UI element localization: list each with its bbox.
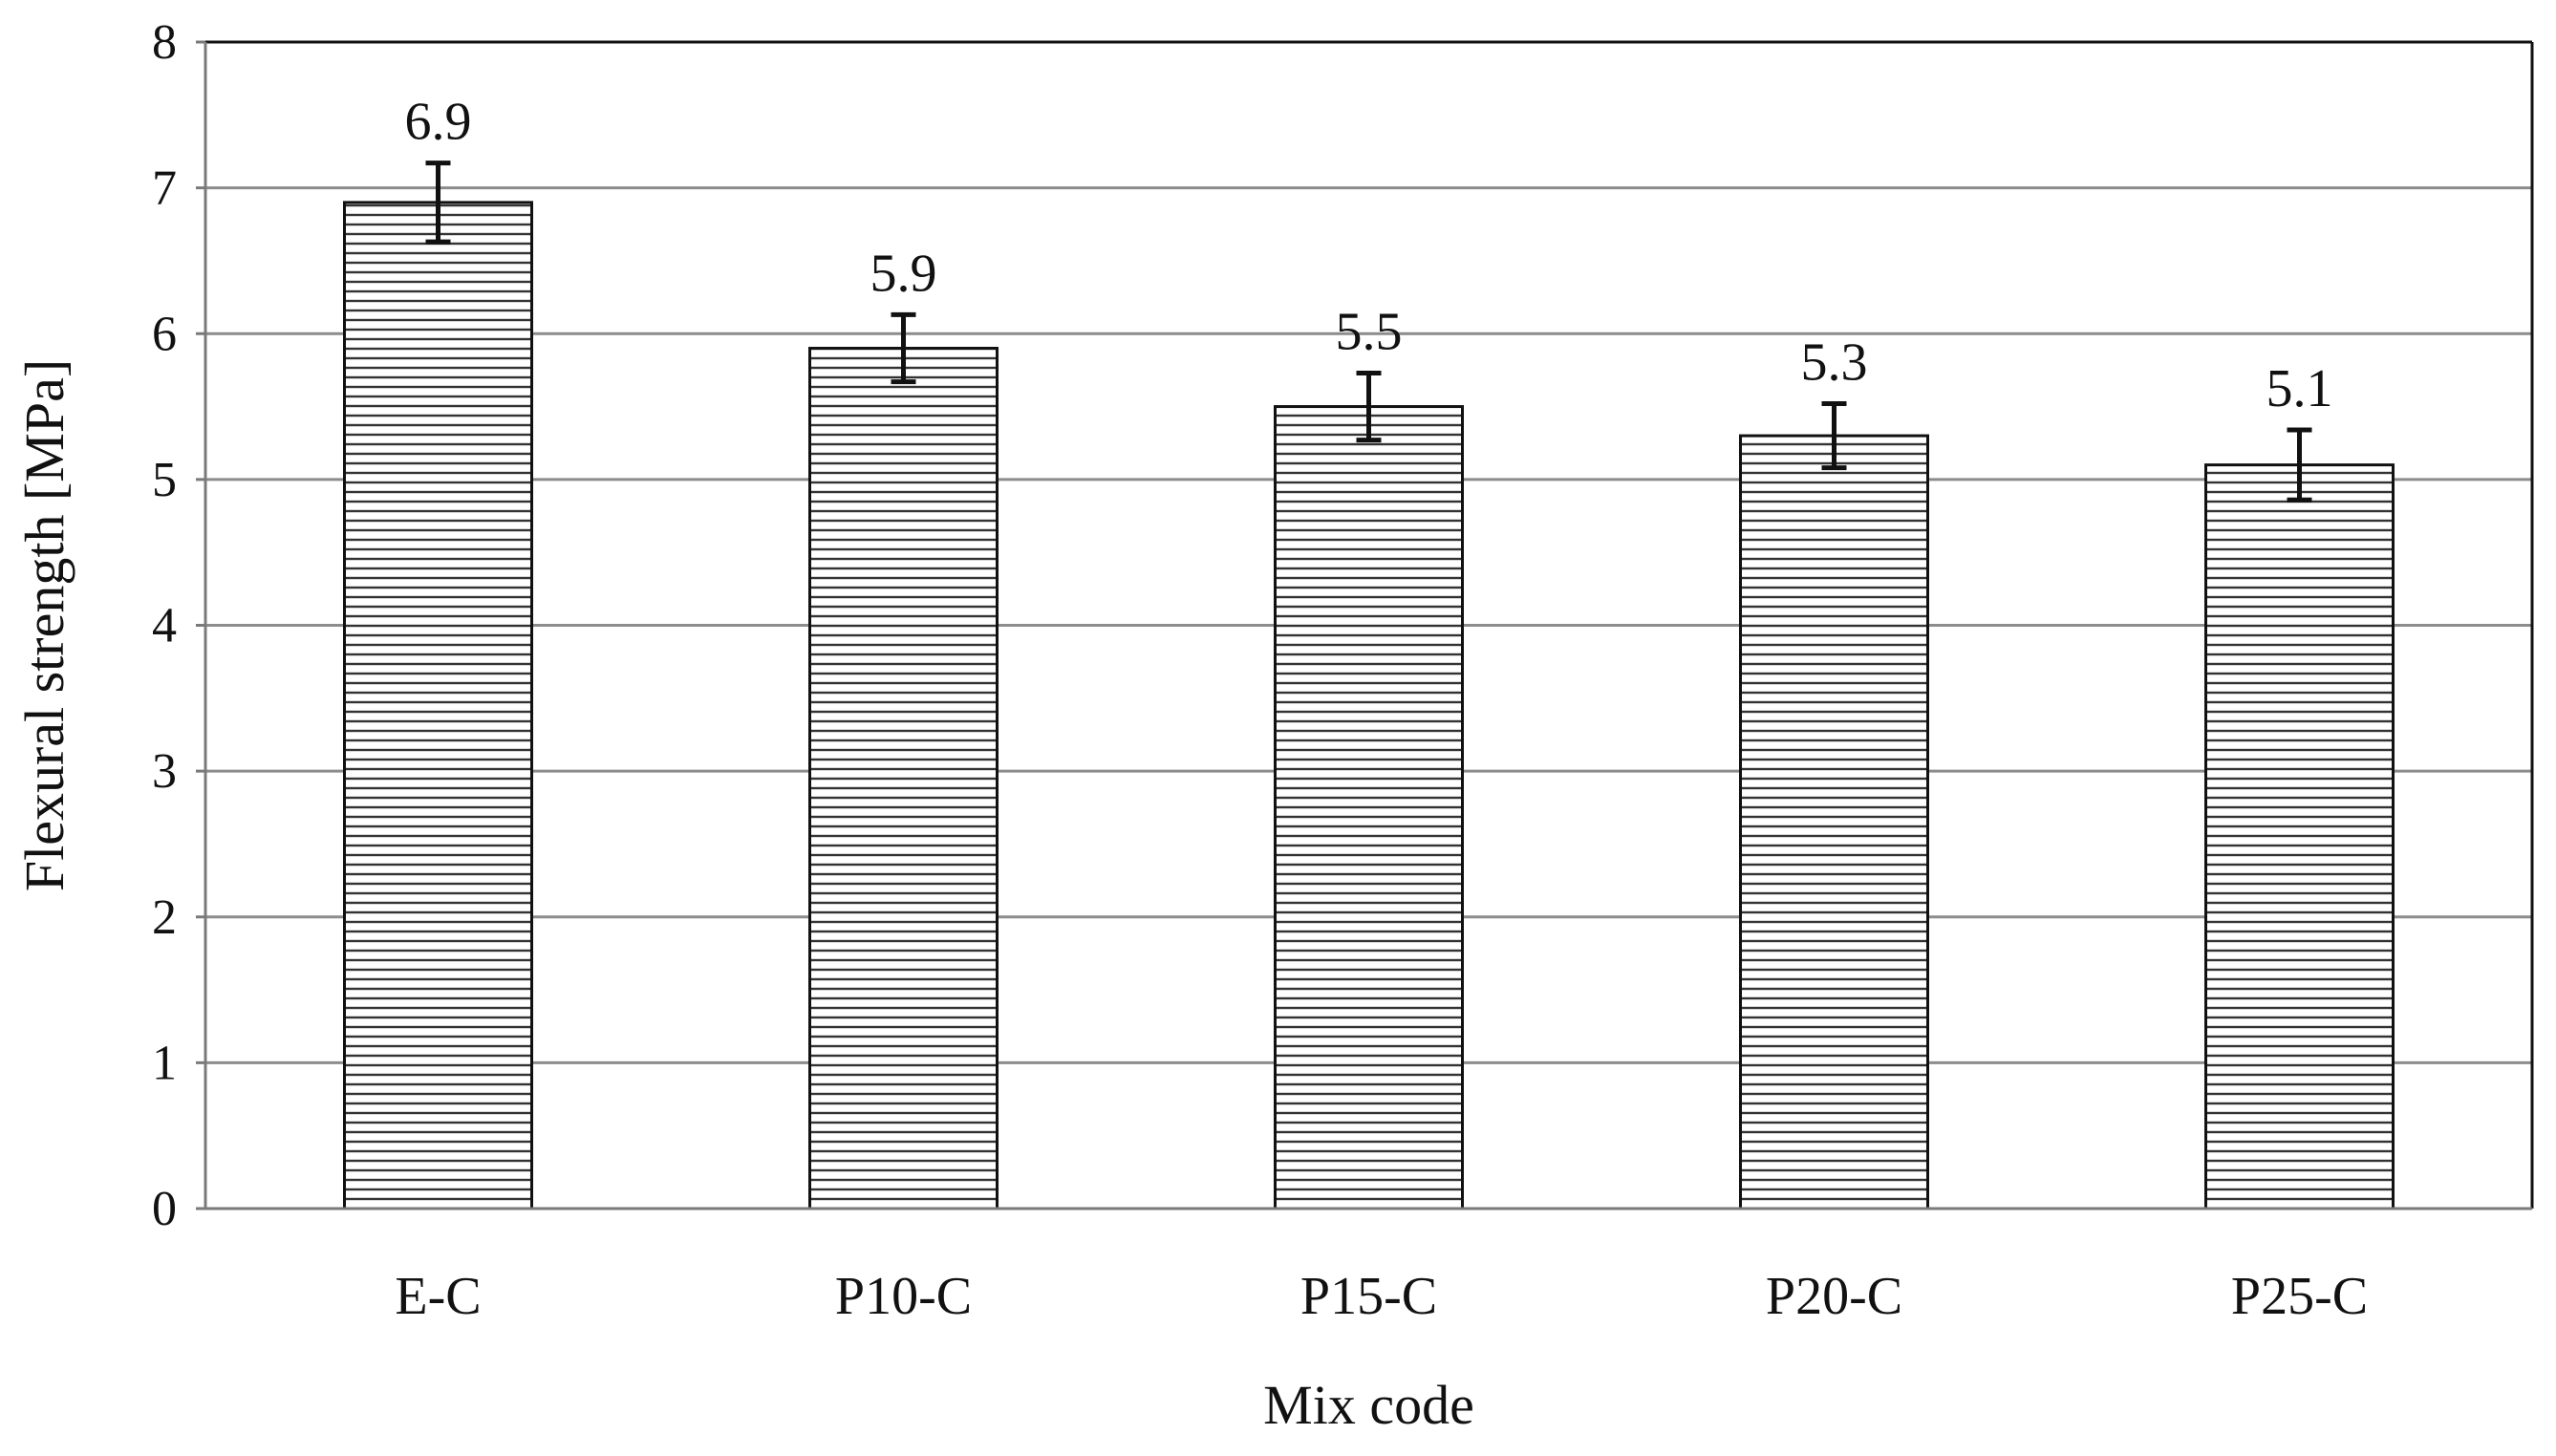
x-tick-label: P10-C	[835, 1267, 972, 1326]
y-tick-label: 7	[152, 161, 177, 216]
bar-p10-c	[808, 347, 999, 1210]
x-tick-label: P25-C	[2231, 1267, 2368, 1326]
data-label: 5.1	[2266, 359, 2333, 418]
labels: 0 1 2 3 4 5 6 7 8 6.9 E-C 5.9 P10-C 5.5 P15-C 5.3 P20-C 5…	[13, 15, 2368, 1436]
y-tick-label: 4	[152, 599, 177, 653]
y-tick-label: 6	[152, 307, 177, 361]
data-label: 6.9	[405, 93, 472, 152]
axes	[196, 40, 2534, 1210]
y-tick-label: 5	[152, 453, 177, 507]
data-label: 5.3	[1801, 333, 1868, 393]
y-tick-label: 8	[152, 15, 177, 70]
bar-p25-c	[2204, 463, 2395, 1210]
x-tick-label: P20-C	[1766, 1267, 1902, 1326]
bars	[343, 201, 2395, 1210]
y-tick-label: 0	[152, 1182, 177, 1236]
data-label: 5.9	[870, 244, 937, 303]
bar-p15-c	[1274, 405, 1464, 1210]
bar-p20-c	[1739, 434, 1929, 1210]
x-tick-label: P15-C	[1300, 1267, 1437, 1326]
x-axis-title: Mix code	[1263, 1374, 1474, 1436]
x-tick-label: E-C	[395, 1267, 481, 1326]
data-label: 5.5	[1336, 302, 1403, 361]
y-tick-label: 1	[152, 1036, 177, 1090]
y-tick-label: 3	[152, 744, 177, 799]
y-tick-label: 2	[152, 890, 177, 945]
bar-e-c	[343, 201, 533, 1210]
y-axis-title: Flexural strength [MPa]	[13, 359, 75, 891]
error-bars	[425, 161, 2312, 503]
